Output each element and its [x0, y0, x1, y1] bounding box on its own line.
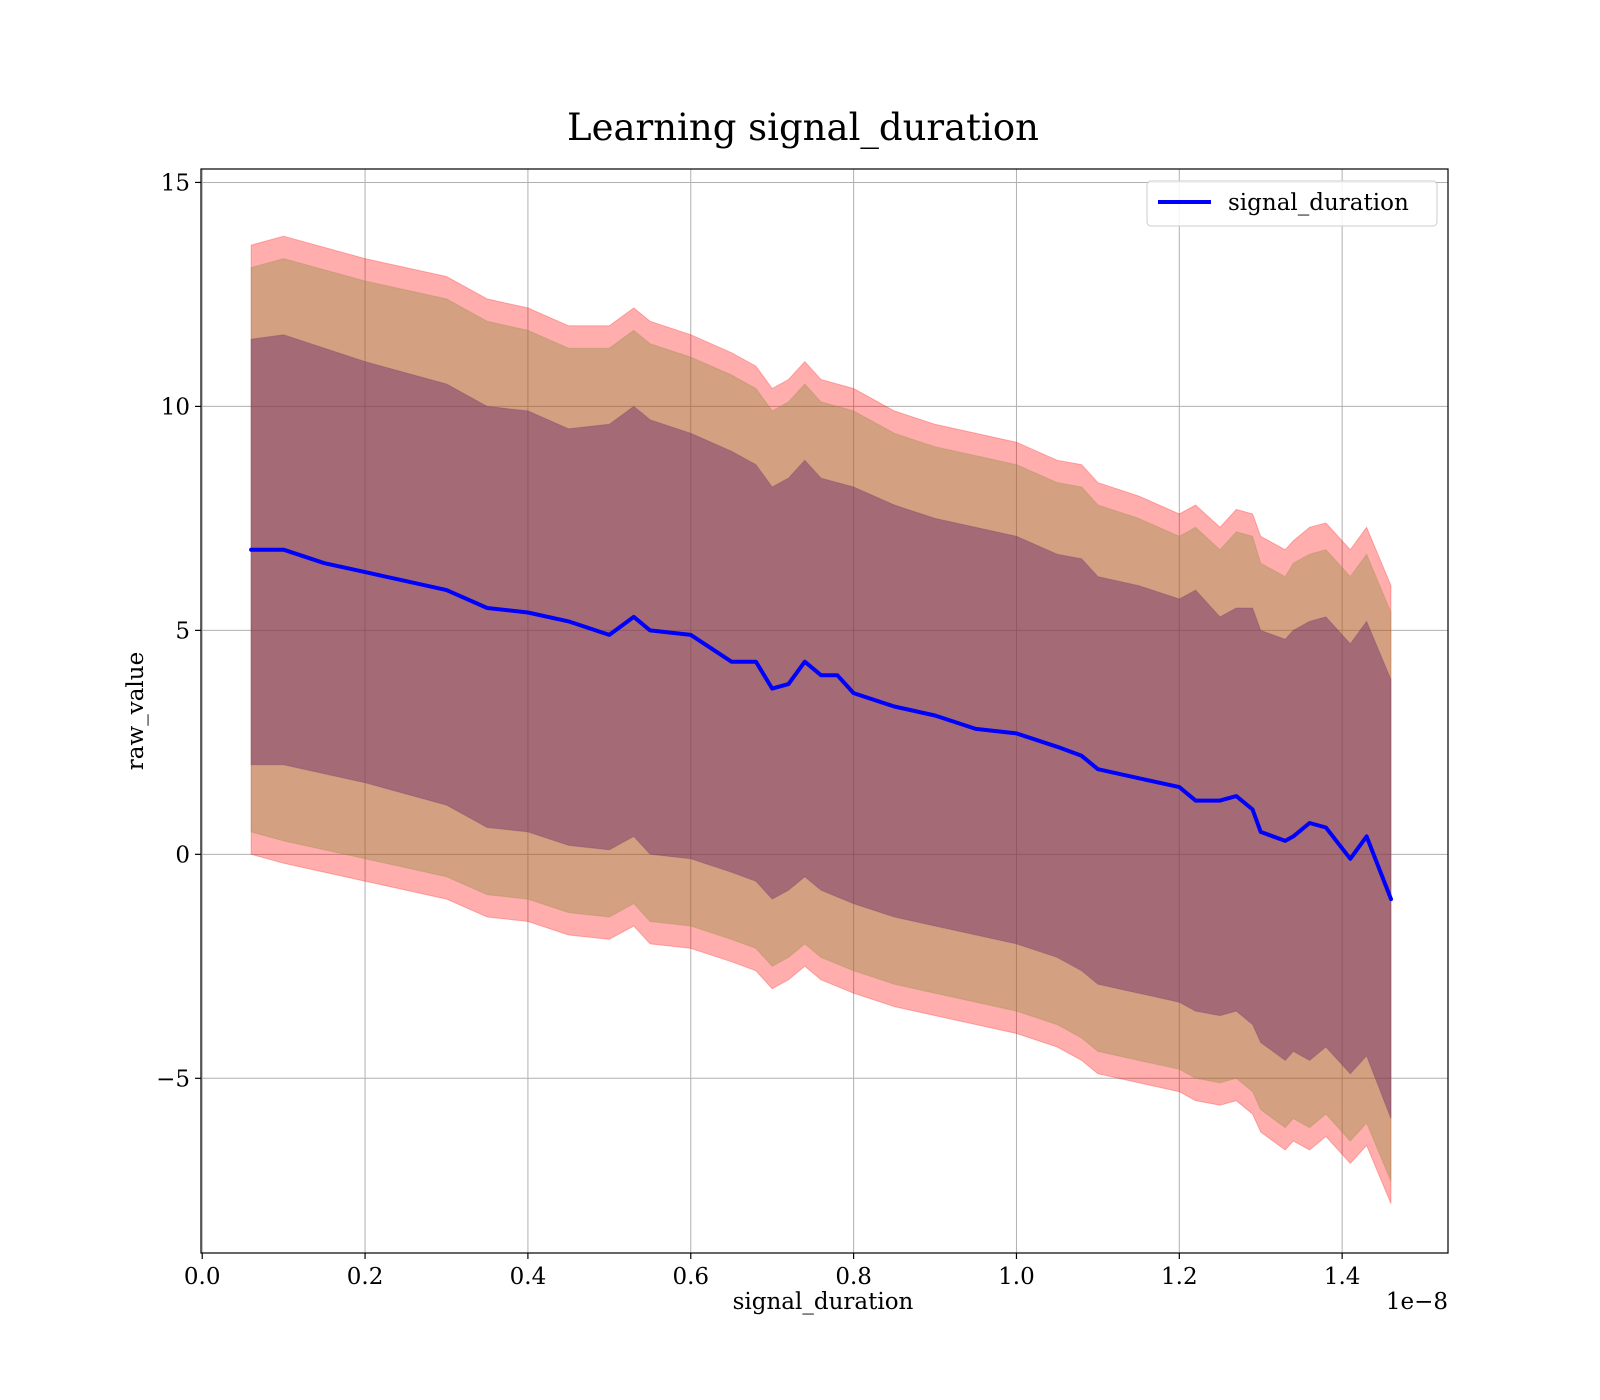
legend-box	[1146, 180, 1438, 227]
x-axis-label: signal_duration	[733, 1289, 914, 1315]
y-tick-label: 5	[175, 618, 190, 644]
y-axis-label: raw_value	[123, 652, 149, 770]
x-tick-label: 0.0	[184, 1264, 221, 1290]
x-axis-ticks: 0.0 0.2 0.4 0.6 0.8 1.0 1.2 1.4	[184, 1253, 1361, 1290]
outer-band	[250, 235, 1392, 1204]
x-tick-label: 0.4	[510, 1264, 547, 1290]
x-tick-label: 0.2	[347, 1264, 384, 1290]
y-tick-label: −5	[156, 1066, 190, 1092]
x-tick-label: 1.2	[1161, 1264, 1198, 1290]
middle-band	[250, 258, 1392, 1182]
plot-frame	[200, 168, 1449, 1254]
line-series	[249, 547, 1393, 902]
series-line	[249, 547, 1393, 902]
grid	[201, 169, 1448, 1253]
chart-title: Learning signal_duration	[567, 106, 1039, 150]
x-tick-label: 1.4	[1324, 1264, 1361, 1290]
legend-label: signal_duration	[1228, 190, 1409, 216]
y-tick-label: 0	[175, 842, 190, 868]
confidence-bands	[250, 235, 1392, 1204]
y-tick-label: 10	[161, 394, 190, 420]
x-tick-label: 0.6	[672, 1264, 709, 1290]
inner-band	[250, 334, 1392, 1119]
y-axis-ticks: −5 0 5 10 15	[156, 170, 201, 1092]
x-axis-offset-label: 1e−8	[1386, 1289, 1448, 1315]
x-tick-label: 1.0	[998, 1264, 1035, 1290]
x-tick-label: 0.8	[835, 1264, 872, 1290]
legend: signal_duration	[1146, 180, 1438, 227]
y-tick-label: 15	[161, 170, 190, 196]
